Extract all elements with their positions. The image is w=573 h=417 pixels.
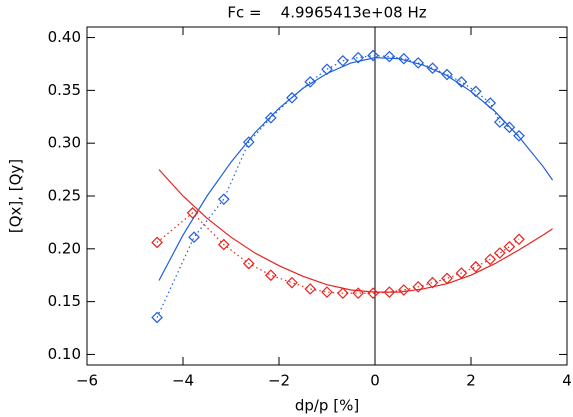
diamond-marker bbox=[383, 286, 396, 298]
diamond-marker bbox=[397, 52, 410, 65]
diamond-marker bbox=[242, 257, 255, 270]
diamond-marker bbox=[469, 260, 482, 273]
diamond-marker bbox=[426, 276, 439, 289]
diamond-marker bbox=[151, 236, 163, 249]
x-axis-label: dp/p [%] bbox=[295, 397, 359, 415]
x-tick-label: 4 bbox=[562, 372, 572, 390]
measured-line bbox=[156, 212, 520, 294]
diamond-marker bbox=[286, 91, 298, 104]
diamond-marker bbox=[397, 284, 410, 296]
diamond-marker bbox=[321, 286, 333, 298]
diamond-marker bbox=[441, 68, 453, 81]
chart-title: Fc = 4.9965413e+08 Hz bbox=[227, 4, 426, 22]
diamond-marker bbox=[383, 50, 396, 63]
diamond-marker bbox=[426, 62, 439, 75]
x-tick-label: −2 bbox=[268, 372, 290, 390]
diamond-marker bbox=[469, 85, 482, 98]
diamond-marker bbox=[242, 136, 255, 148]
diamond-marker bbox=[188, 231, 200, 244]
diamond-marker bbox=[412, 57, 425, 69]
x-tick-label: −4 bbox=[172, 372, 194, 390]
y-tick-label: 0.25 bbox=[48, 187, 81, 205]
diamond-marker bbox=[336, 287, 349, 300]
diamond-marker bbox=[503, 121, 516, 134]
diamond-marker bbox=[264, 111, 277, 124]
diamond-marker bbox=[304, 76, 317, 88]
diamond-marker bbox=[217, 193, 230, 206]
diamond-marker bbox=[455, 76, 468, 88]
y-tick-label: 0.10 bbox=[48, 345, 81, 363]
diamond-marker bbox=[412, 280, 425, 293]
x-tick-label: 2 bbox=[466, 372, 476, 390]
diamond-marker bbox=[264, 269, 277, 282]
fit-line bbox=[158, 57, 554, 281]
y-tick-label: 0.30 bbox=[48, 134, 81, 152]
diamond-marker bbox=[336, 54, 349, 67]
y-tick-label: 0.15 bbox=[48, 292, 81, 310]
diamond-marker bbox=[484, 253, 497, 266]
diamond-marker bbox=[304, 283, 317, 295]
diamond-marker bbox=[367, 49, 379, 62]
diamond-marker bbox=[186, 207, 199, 219]
diamond-marker bbox=[493, 247, 506, 259]
y-tick-label: 0.20 bbox=[48, 239, 81, 257]
x-tick-label: −6 bbox=[76, 372, 98, 390]
diamond-marker bbox=[352, 51, 365, 64]
diamond-marker bbox=[513, 233, 525, 246]
diamond-marker bbox=[503, 240, 516, 253]
y-tick-label: 0.40 bbox=[48, 28, 81, 46]
diamond-marker bbox=[151, 311, 163, 324]
diamond-marker bbox=[352, 287, 365, 300]
diamond-marker bbox=[321, 63, 333, 76]
measured-line bbox=[156, 54, 520, 318]
diamond-marker bbox=[217, 238, 230, 251]
x-tick-label: 0 bbox=[370, 372, 380, 390]
y-tick-label: 0.35 bbox=[48, 81, 81, 99]
fit-line bbox=[158, 169, 553, 293]
y-axis-label: [Qx], [Qy] bbox=[7, 159, 25, 233]
diamond-marker bbox=[286, 276, 298, 289]
diamond-marker bbox=[484, 97, 497, 109]
